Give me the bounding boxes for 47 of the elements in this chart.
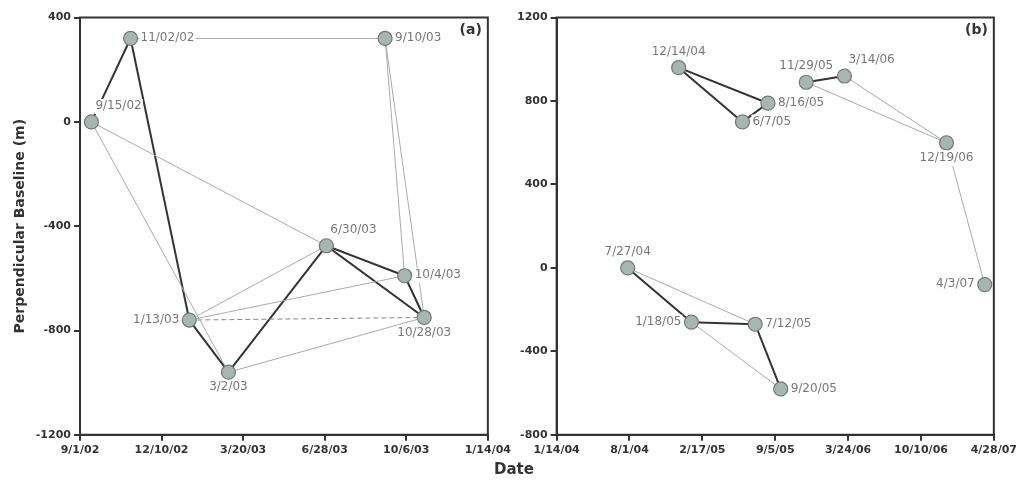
x-tick-label: 4/28/07 bbox=[970, 443, 1017, 457]
x-tick-label: 3/24/06 bbox=[824, 443, 872, 457]
y-tick-label: -400 bbox=[520, 344, 548, 358]
annotation: (a) bbox=[459, 21, 482, 38]
y-tick-label: 400 bbox=[48, 10, 72, 24]
x-tick-label: 1/14/04 bbox=[533, 443, 581, 457]
x-tick-label: 12/10/02 bbox=[134, 443, 189, 457]
y-tick-label: 0 bbox=[63, 114, 72, 128]
x-tick-label: 1/14/04 bbox=[464, 443, 512, 457]
y-tick-label: -400 bbox=[43, 219, 72, 233]
y-tick-label: 800 bbox=[524, 93, 548, 107]
y-tick-label: -800 bbox=[520, 427, 548, 441]
data-label: 10/28/03 bbox=[397, 324, 452, 339]
x-tick-label: 9/1/02 bbox=[60, 443, 100, 457]
data-label: 3/14/06 bbox=[848, 52, 895, 67]
x-tick-label: 6/28/03 bbox=[301, 443, 348, 457]
data-label: 11/29/05 bbox=[779, 58, 834, 73]
data-label: 11/02/02 bbox=[140, 30, 195, 45]
data-label: 12/14/04 bbox=[651, 43, 706, 58]
data-label: 3/2/03 bbox=[209, 379, 248, 394]
x-tick-label: 10/6/03 bbox=[383, 443, 430, 457]
data-label: 10/4/03 bbox=[414, 267, 461, 282]
data-label: 12/19/06 bbox=[919, 149, 974, 164]
y-tick-label: 1200 bbox=[516, 10, 548, 24]
x-tick-label: 2/17/05 bbox=[679, 443, 726, 457]
y-tick-label: -1200 bbox=[35, 427, 72, 441]
y-axis-title: Perpendicular Baseline (m) bbox=[11, 118, 28, 334]
data-label: 1/18/05 bbox=[635, 313, 682, 328]
x-axis-title: Date bbox=[493, 460, 535, 478]
x-tick-label: 3/20/03 bbox=[219, 443, 267, 457]
data-label: 6/7/05 bbox=[752, 113, 792, 128]
data-label: 7/27/04 bbox=[604, 244, 651, 259]
data-label: 9/20/05 bbox=[790, 380, 837, 395]
annotation: (b) bbox=[965, 21, 988, 38]
y-tick-label: 400 bbox=[524, 177, 548, 191]
data-label: 9/10/03 bbox=[395, 30, 442, 45]
x-tick-label: 10/10/06 bbox=[893, 443, 949, 457]
x-tick-label: 9/5/05 bbox=[755, 443, 795, 457]
data-label: 6/30/03 bbox=[330, 221, 377, 236]
data-label: 7/12/05 bbox=[765, 315, 812, 330]
data-label: 8/16/05 bbox=[777, 94, 825, 109]
y-tick-label: -800 bbox=[43, 323, 72, 337]
y-tick-label: 0 bbox=[539, 260, 548, 274]
x-tick-label: 8/1/04 bbox=[610, 443, 650, 457]
data-label: 9/15/02 bbox=[95, 98, 142, 113]
data-label: 4/3/07 bbox=[936, 276, 975, 291]
data-label: 1/13/03 bbox=[133, 311, 180, 326]
